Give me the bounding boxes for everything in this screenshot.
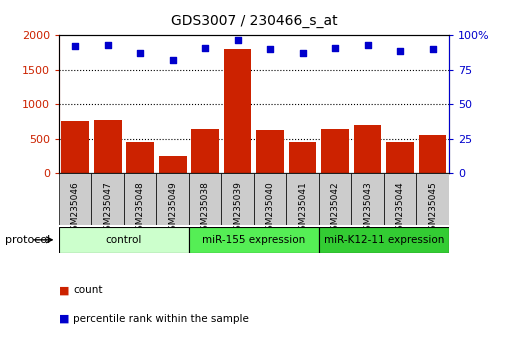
Bar: [224, 49, 251, 173]
Bar: [319, 173, 351, 225]
Bar: [286, 173, 319, 225]
Text: protocol: protocol: [5, 235, 50, 245]
Bar: [354, 125, 382, 173]
Bar: [417, 173, 449, 225]
Bar: [319, 227, 449, 253]
Bar: [59, 173, 91, 225]
Text: GSM235045: GSM235045: [428, 181, 437, 236]
Text: GDS3007 / 230466_s_at: GDS3007 / 230466_s_at: [171, 14, 337, 28]
Bar: [62, 121, 89, 173]
Text: GSM235039: GSM235039: [233, 181, 242, 236]
Bar: [384, 173, 417, 225]
Bar: [222, 173, 254, 225]
Bar: [351, 173, 384, 225]
Bar: [94, 120, 122, 173]
Point: [364, 42, 372, 48]
Bar: [321, 129, 349, 173]
Text: GSM235044: GSM235044: [396, 181, 405, 236]
Bar: [91, 173, 124, 225]
Bar: [124, 173, 156, 225]
Text: GSM235046: GSM235046: [71, 181, 80, 236]
Text: GSM235041: GSM235041: [298, 181, 307, 236]
Point: [136, 51, 144, 56]
Text: percentile rank within the sample: percentile rank within the sample: [73, 314, 249, 324]
Point: [233, 37, 242, 42]
Bar: [256, 130, 284, 173]
Text: GSM235049: GSM235049: [168, 181, 177, 236]
Point: [71, 44, 80, 49]
Text: GSM235048: GSM235048: [136, 181, 145, 236]
Bar: [189, 227, 319, 253]
Bar: [386, 142, 414, 173]
Text: GSM235047: GSM235047: [103, 181, 112, 236]
Text: count: count: [73, 285, 103, 295]
Point: [331, 45, 339, 51]
Point: [201, 45, 209, 51]
Bar: [191, 129, 219, 173]
Point: [169, 57, 177, 63]
Point: [299, 51, 307, 56]
Bar: [156, 173, 189, 225]
Bar: [126, 142, 154, 173]
Text: control: control: [106, 235, 142, 245]
Text: miR-K12-11 expression: miR-K12-11 expression: [324, 235, 444, 245]
Bar: [254, 173, 286, 225]
Bar: [159, 156, 187, 173]
Text: ■: ■: [59, 314, 69, 324]
Point: [396, 48, 404, 53]
Point: [104, 42, 112, 48]
Bar: [59, 227, 189, 253]
Text: miR-155 expression: miR-155 expression: [202, 235, 306, 245]
Text: ■: ■: [59, 285, 69, 295]
Text: GSM235040: GSM235040: [266, 181, 274, 236]
Text: GSM235038: GSM235038: [201, 181, 210, 236]
Bar: [419, 136, 446, 173]
Bar: [289, 142, 317, 173]
Point: [266, 46, 274, 52]
Text: GSM235042: GSM235042: [331, 181, 340, 236]
Bar: [189, 173, 222, 225]
Point: [428, 46, 437, 52]
Text: GSM235043: GSM235043: [363, 181, 372, 236]
